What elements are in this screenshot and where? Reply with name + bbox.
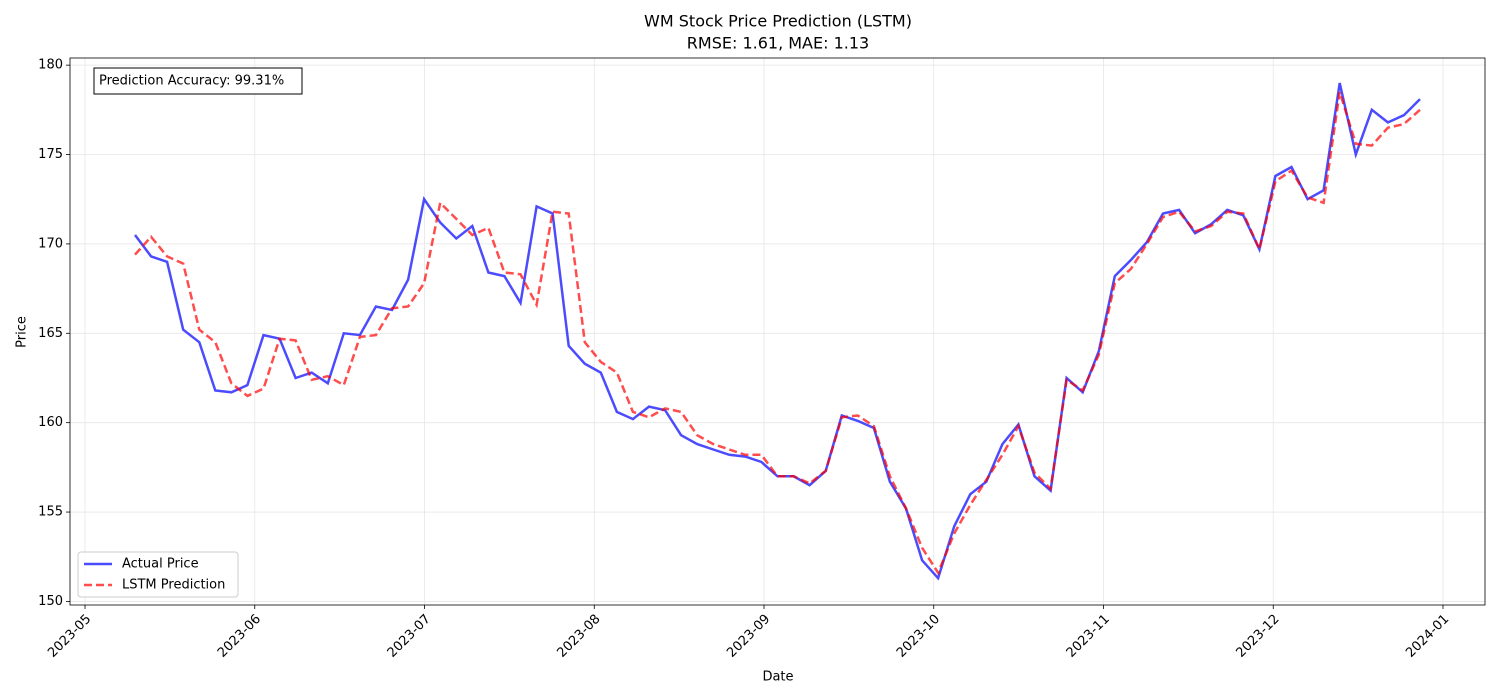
chart-subtitle: RMSE: 1.61, MAE: 1.13 xyxy=(687,34,869,53)
y-tick-label: 170 xyxy=(38,236,63,251)
plot-frame xyxy=(69,57,1486,606)
series-line xyxy=(134,91,1421,576)
series-line xyxy=(134,82,1421,581)
x-axis-label: Date xyxy=(762,670,793,685)
y-axis-label: Price xyxy=(15,316,30,348)
legend: Actual Price LSTM Prediction xyxy=(77,551,239,598)
annotation-box xyxy=(93,67,303,95)
y-tick-label: 155 xyxy=(38,505,63,520)
annotation: Prediction Accuracy: 99.31% xyxy=(99,74,284,89)
legend-label: LSTM Prediction xyxy=(122,578,225,593)
y-tick-label: 180 xyxy=(38,58,63,73)
legend-box xyxy=(77,551,239,598)
chart-title: WM Stock Price Prediction (LSTM) xyxy=(644,12,912,31)
legend-label: Actual Price xyxy=(122,557,199,572)
y-tick-label: 175 xyxy=(38,147,63,162)
y-tick-label: 165 xyxy=(38,326,63,341)
y-tick-label: 150 xyxy=(38,594,63,609)
lines xyxy=(134,82,1421,581)
y-tick-label: 160 xyxy=(38,415,63,430)
